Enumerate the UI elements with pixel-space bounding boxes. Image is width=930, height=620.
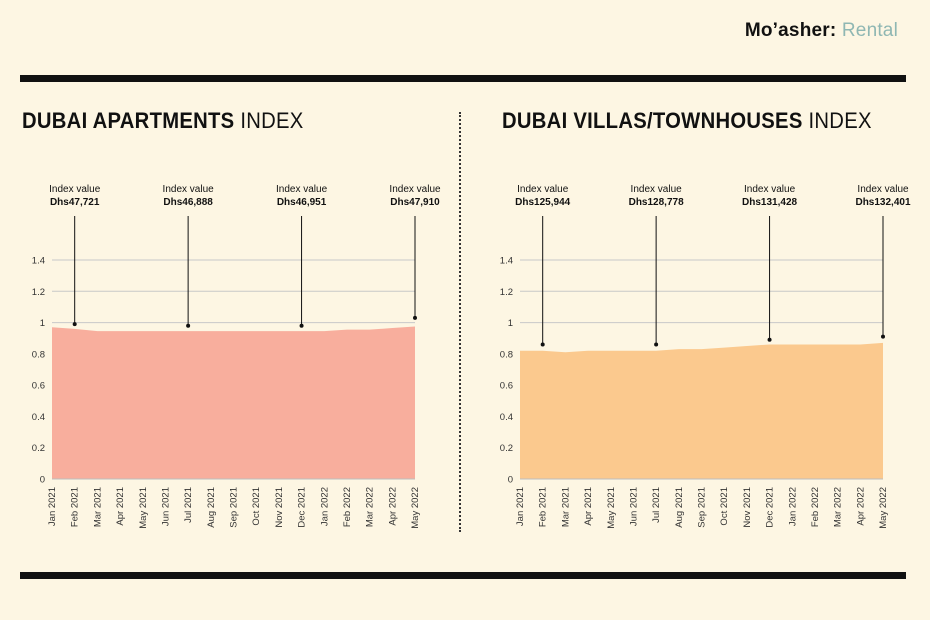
villas-annotation-marker <box>654 342 659 347</box>
apartments-annotation-caption: Index value <box>49 184 101 195</box>
villas-ytick-label: 0.6 <box>500 381 513 392</box>
apartments-xtick-label: Jul 2021 <box>183 487 194 523</box>
apartments-xtick-label: Jun 2021 <box>160 487 171 526</box>
brand-section: Rental <box>841 20 898 41</box>
villas-xtick-label: Apr 2021 <box>583 487 594 526</box>
villas-ytick-label: 0 <box>508 475 513 486</box>
villas-ytick-label: 1 <box>508 318 513 329</box>
apartments-xtick-label: Aug 2021 <box>206 487 217 528</box>
villas-xtick-label: Mar 2022 <box>833 487 844 527</box>
villas-xtick-label: Jan 2021 <box>515 487 526 526</box>
villas-annotation-value: Dhs125,944 <box>515 197 570 208</box>
bottom-rule <box>20 572 906 579</box>
villas-xtick-label: Jun 2021 <box>628 487 639 526</box>
apartments-chart-title: DUBAI APARTMENTS INDEX <box>22 108 304 134</box>
villas-xtick-label: Mar 2021 <box>560 487 571 527</box>
apartments-ytick-label: 0.4 <box>32 412 45 423</box>
apartments-index-chart: 0 0.2 0.4 0.6 0.8 1 1.2 1.4 Jan 2021 Feb 2021 Mar … <box>32 184 441 529</box>
apartments-xtick-label: Mar 2021 <box>92 487 103 527</box>
villas-xtick-label: Feb 2021 <box>538 487 549 527</box>
apartments-title-bold: DUBAI APARTMENTS <box>22 108 235 133</box>
brand-name: Mo’asher <box>744 20 830 41</box>
villas-ytick-label: 1.2 <box>500 287 513 298</box>
villas-annotation-caption: Index value <box>517 184 569 195</box>
apartments-ytick-label: 1.4 <box>32 256 45 267</box>
villas-annotation-marker <box>767 337 772 342</box>
apartments-annotation-marker <box>413 315 417 320</box>
villas-xtick-label: Oct 2021 <box>719 487 730 526</box>
villas-xtick-label: Jan 2022 <box>787 487 798 526</box>
villas-annotation-value: Dhs132,401 <box>855 197 910 208</box>
apartments-ytick-label: 0.8 <box>32 349 45 360</box>
apartments-xtick-label: May 2022 <box>410 487 421 529</box>
chart-divider <box>459 112 461 532</box>
villas-ytick-label: 0.8 <box>500 349 513 360</box>
apartments-xtick-label: May 2021 <box>138 487 149 529</box>
apartments-annotation-value: Dhs47,910 <box>390 197 440 208</box>
apartments-xtick-label: Oct 2021 <box>251 487 262 526</box>
apartments-xtick-label: Nov 2021 <box>274 487 285 528</box>
apartments-annotation-caption: Index value <box>163 184 215 195</box>
villas-xtick-label: Apr 2022 <box>855 487 866 526</box>
villas-xtick-label: May 2021 <box>606 487 617 529</box>
apartments-annotation-value: Dhs46,888 <box>163 197 213 208</box>
villas-ytick-label: 0.2 <box>500 443 513 454</box>
apartments-xtick-label: Mar 2022 <box>365 487 376 527</box>
apartments-annotation-caption: Index value <box>276 184 328 195</box>
apartments-index-area <box>52 326 415 479</box>
apartments-annotation-marker <box>186 323 191 328</box>
apartments-xtick-label: Apr 2021 <box>115 487 126 526</box>
villas-xtick-label: Dec 2021 <box>765 487 776 528</box>
apartments-ytick-label: 0.6 <box>32 381 45 392</box>
villas-annotation-caption: Index value <box>631 184 683 195</box>
apartments-xtick-label: Dec 2021 <box>297 487 308 528</box>
villas-annotation-value: Dhs131,428 <box>742 197 797 208</box>
apartments-xtick-label: Feb 2022 <box>342 487 353 527</box>
apartments-xtick-label: Jan 2021 <box>47 487 58 526</box>
apartments-annotation-value: Dhs46,951 <box>277 197 327 208</box>
apartments-xtick-label: Apr 2022 <box>387 487 398 526</box>
apartments-ytick-label: 0 <box>40 475 45 486</box>
apartments-annotation-marker <box>72 322 77 327</box>
villas-title-light: INDEX <box>808 108 872 133</box>
villas-xtick-label: Jul 2021 <box>651 487 662 523</box>
villas-ytick-label: 1.4 <box>500 256 513 267</box>
villas-index-area <box>520 342 883 479</box>
apartments-annotation-value: Dhs47,721 <box>50 197 100 208</box>
apartments-xtick-label: Jan 2022 <box>319 487 330 526</box>
villas-annotation-value: Dhs128,778 <box>629 197 684 208</box>
villas-title-bold: DUBAI VILLAS/TOWNHOUSES <box>502 108 803 133</box>
apartments-ytick-label: 0.2 <box>32 443 45 454</box>
brand-separator: : <box>829 20 837 41</box>
apartments-annotation-marker <box>299 323 304 328</box>
apartments-xtick-label: Feb 2021 <box>70 487 81 527</box>
villas-chart-title: DUBAI VILLAS/TOWNHOUSES INDEX <box>502 108 872 134</box>
brand-title: Mo’asher: Rental <box>745 20 898 42</box>
apartments-ytick-label: 1 <box>40 318 45 329</box>
apartments-annotation-caption: Index value <box>389 184 441 195</box>
villas-xtick-label: Nov 2021 <box>742 487 753 528</box>
apartments-title-light: INDEX <box>240 108 304 133</box>
apartments-xtick-label: Sep 2021 <box>229 487 240 528</box>
villas-ytick-label: 0.4 <box>500 412 513 423</box>
villas-xtick-label: Aug 2021 <box>674 487 685 528</box>
villas-xtick-label: May 2022 <box>878 487 889 529</box>
villas-annotation-caption: Index value <box>744 184 796 195</box>
villas-annotation-marker <box>881 334 885 339</box>
villas-index-chart: 0 0.2 0.4 0.6 0.8 1 1.2 1.4 Jan 2021 Feb 2021 Mar … <box>500 184 911 529</box>
apartments-ytick-label: 1.2 <box>32 287 45 298</box>
top-rule <box>20 75 906 82</box>
villas-xtick-label: Feb 2022 <box>810 487 821 527</box>
villas-annotation-marker <box>540 342 545 347</box>
villas-annotation-caption: Index value <box>857 184 909 195</box>
villas-xtick-label: Sep 2021 <box>697 487 708 528</box>
